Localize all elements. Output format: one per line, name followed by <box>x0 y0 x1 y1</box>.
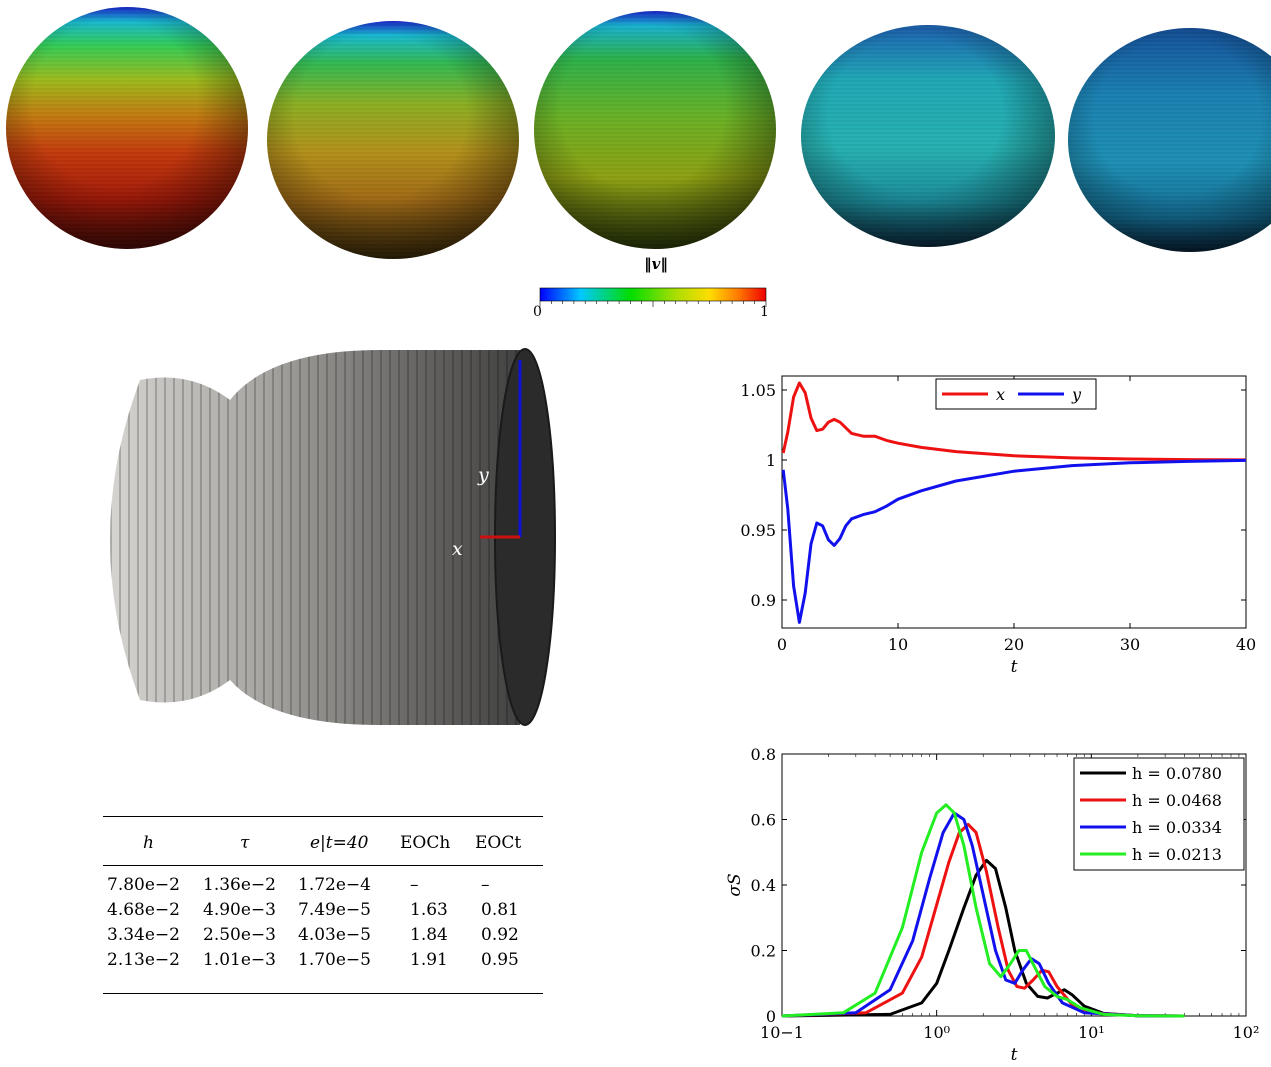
y-tick-label: 0.2 <box>751 942 776 961</box>
table-cell: 3.34e−2 <box>107 925 180 945</box>
x-tick-label: 20 <box>1004 635 1024 654</box>
x-axis-label: t <box>1011 1045 1018 1065</box>
legend-entry: h = 0.0213 <box>1132 845 1222 864</box>
table-cell: 2.13e−2 <box>107 950 180 970</box>
table-cell: 1.36e−2 <box>203 875 276 895</box>
table-cell: 4.90e−3 <box>203 900 276 920</box>
table-cell: 1.63 <box>410 900 448 920</box>
table-cell: 1.01e−3 <box>203 950 276 970</box>
x-tick-label: 10−1 <box>760 1023 804 1042</box>
sphere-1 <box>6 7 248 249</box>
colorbar-max-label: 1 <box>760 304 769 320</box>
header-eoc-h: EOCh <box>400 833 451 853</box>
series-line <box>781 803 1185 1018</box>
series-line-x <box>781 381 1247 462</box>
table-cell: 4.03e−5 <box>298 925 371 945</box>
table-cell: 1.70e−5 <box>298 950 371 970</box>
legend-entry: y <box>1071 385 1082 404</box>
header-eoc-t: EOCt <box>475 833 522 853</box>
colorbar-min-label: 0 <box>533 304 542 320</box>
table-cell: 0.81 <box>481 900 519 920</box>
sphere-2 <box>267 21 519 259</box>
table-rule <box>103 865 543 866</box>
x-tick-label: 10 <box>888 635 908 654</box>
y-tick-label: 0.8 <box>751 745 776 764</box>
y-tick-label: 0.9 <box>751 591 776 610</box>
colorbar-label: ‖v‖ <box>644 255 668 273</box>
series-line-y <box>781 458 1247 624</box>
legend: h = 0.0780 h = 0.0468 h = 0.0334 h = 0.0213 <box>1073 757 1245 871</box>
sphere-5 <box>1068 28 1271 252</box>
legend-entry: h = 0.0780 <box>1132 764 1222 783</box>
header-h: h <box>143 833 154 853</box>
convergence-table: h τ e|t=40 EOCh EOCt 7.80e−2 1.36e−2 1.72e… <box>103 816 543 994</box>
table-cell: – <box>410 875 419 895</box>
x-tick-label: 30 <box>1120 635 1140 654</box>
header-tau: τ <box>240 833 250 853</box>
x-axis-label: t <box>1011 657 1018 677</box>
sphere-4 <box>801 25 1055 247</box>
legend-entry: h = 0.0468 <box>1132 791 1222 810</box>
header-error: e|t=40 <box>310 833 369 853</box>
x-tick-label: 10¹ <box>1078 1023 1105 1042</box>
y-tick-label: 1 <box>766 451 776 470</box>
table-cell: 7.49e−5 <box>298 900 371 920</box>
table-cell: 4.68e−2 <box>107 900 180 920</box>
y-tick-label: 0.6 <box>751 811 776 830</box>
table-cell: 1.84 <box>410 925 448 945</box>
colorbar <box>539 287 767 307</box>
x-tick-label: 10² <box>1233 1023 1260 1042</box>
y-tick-label: 0.4 <box>751 876 776 895</box>
series-line <box>781 858 1185 1018</box>
deformed-cylinder <box>110 348 556 726</box>
table-cell: 0.95 <box>481 950 519 970</box>
y-tick-label: 0 <box>766 1007 776 1026</box>
cylinder-y-label: y <box>478 464 489 486</box>
table-cell: 0.92 <box>481 925 519 945</box>
sphere-row <box>6 7 1271 307</box>
y-tick-label: 0.95 <box>740 521 776 540</box>
x-tick-label: 0 <box>777 635 787 654</box>
x-tick-label: 40 <box>1236 635 1256 654</box>
legend-entry: h = 0.0334 <box>1132 818 1222 837</box>
y-axis-label: σS <box>725 873 745 896</box>
x-tick-label: 10⁰ <box>923 1023 950 1042</box>
table-cell: 1.72e−4 <box>298 875 371 895</box>
table-cell: – <box>481 875 490 895</box>
sphere-3 <box>534 11 776 249</box>
legend-entry: x <box>996 385 1005 404</box>
cylinder-x-label: x <box>452 538 463 560</box>
table-cell: 2.50e−3 <box>203 925 276 945</box>
y-tick-label: 1.05 <box>740 381 776 400</box>
table-cell: 7.80e−2 <box>107 875 180 895</box>
table-cell: 1.91 <box>410 950 448 970</box>
plot-frame <box>781 375 1247 629</box>
series-line <box>781 822 1185 1018</box>
